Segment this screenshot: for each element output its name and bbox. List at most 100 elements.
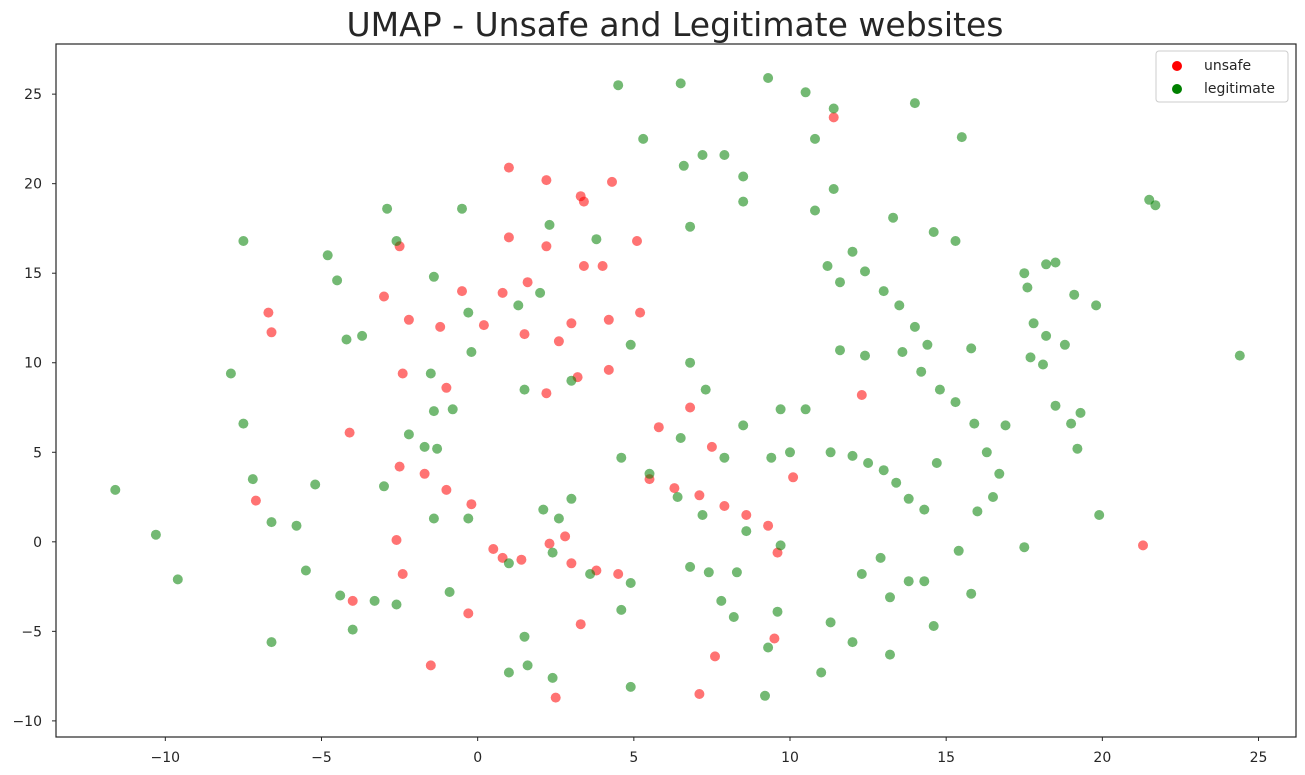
point-legitimate-19 bbox=[382, 203, 393, 214]
point-unsafe-41 bbox=[560, 531, 571, 542]
point-legitimate-53 bbox=[728, 612, 739, 622]
point-legitimate-6 bbox=[247, 474, 258, 485]
point-legitimate-72 bbox=[919, 576, 930, 587]
point-unsafe-50 bbox=[706, 441, 717, 452]
y-tick-label: −10 bbox=[12, 714, 42, 730]
point-unsafe-45 bbox=[694, 689, 705, 699]
point-legitimate-135 bbox=[738, 420, 749, 431]
y-tick-label: 0 bbox=[33, 535, 42, 551]
point-legitimate-64 bbox=[828, 184, 839, 194]
point-legitimate-87 bbox=[897, 347, 908, 357]
plot-area bbox=[56, 44, 1296, 737]
point-unsafe-29 bbox=[441, 484, 452, 495]
point-legitimate-126 bbox=[1094, 510, 1105, 520]
point-legitimate-90 bbox=[950, 397, 961, 408]
point-legitimate-7 bbox=[266, 517, 277, 528]
point-legitimate-119 bbox=[1091, 300, 1102, 311]
point-legitimate-127 bbox=[1019, 542, 1030, 553]
x-tick-label: 10 bbox=[781, 750, 799, 766]
point-unsafe-18 bbox=[603, 364, 614, 375]
legend: unsafe legitimate bbox=[1155, 50, 1289, 103]
point-legitimate-109 bbox=[953, 545, 964, 556]
legend-label-unsafe: unsafe bbox=[1204, 58, 1251, 74]
point-legitimate-61 bbox=[828, 103, 839, 114]
legend-marker-unsafe bbox=[1172, 61, 1182, 71]
point-legitimate-93 bbox=[994, 468, 1005, 479]
point-legitimate-105 bbox=[891, 477, 902, 488]
x-axis-ticks: −10 −5 0 5 10 15 20 25 bbox=[151, 737, 1268, 766]
point-legitimate-157 bbox=[447, 404, 458, 415]
point-unsafe-8 bbox=[519, 329, 530, 340]
x-tick-label: 15 bbox=[937, 750, 955, 766]
point-legitimate-3 bbox=[225, 368, 236, 379]
x-tick-label: −10 bbox=[151, 750, 181, 766]
point-legitimate-137 bbox=[644, 468, 655, 479]
point-unsafe-12 bbox=[635, 307, 646, 318]
legend-box bbox=[1155, 50, 1289, 103]
point-legitimate-12 bbox=[335, 590, 346, 601]
point-unsafe-65 bbox=[397, 569, 408, 579]
point-legitimate-37 bbox=[638, 133, 649, 144]
point-legitimate-122 bbox=[1050, 400, 1061, 411]
point-unsafe-39 bbox=[613, 569, 624, 579]
point-legitimate-124 bbox=[1075, 407, 1086, 418]
point-unsafe-62 bbox=[856, 390, 867, 400]
point-unsafe-52 bbox=[669, 483, 680, 494]
point-legitimate-43 bbox=[678, 160, 689, 171]
point-legitimate-140 bbox=[741, 526, 752, 537]
point-unsafe-13 bbox=[379, 291, 389, 302]
point-legitimate-80 bbox=[847, 246, 858, 257]
point-legitimate-115 bbox=[1028, 318, 1039, 329]
point-legitimate-46 bbox=[685, 221, 696, 232]
point-legitimate-21 bbox=[403, 429, 414, 440]
point-legitimate-65 bbox=[816, 667, 827, 678]
plot-frame bbox=[55, 43, 1297, 738]
point-unsafe-59 bbox=[578, 196, 589, 207]
point-unsafe-14 bbox=[403, 314, 414, 325]
point-legitimate-34 bbox=[544, 219, 555, 230]
point-unsafe-47 bbox=[710, 651, 720, 662]
point-legitimate-143 bbox=[616, 452, 627, 463]
series-legitimate bbox=[110, 73, 1245, 701]
point-legitimate-49 bbox=[685, 561, 696, 572]
point-legitimate-9 bbox=[291, 520, 302, 531]
point-legitimate-17 bbox=[332, 275, 343, 286]
point-legitimate-97 bbox=[966, 343, 977, 354]
point-legitimate-130 bbox=[1234, 350, 1245, 361]
point-legitimate-50 bbox=[703, 567, 714, 578]
point-unsafe-61 bbox=[1138, 540, 1148, 551]
point-legitimate-10 bbox=[310, 479, 321, 490]
point-legitimate-4 bbox=[238, 236, 249, 246]
point-legitimate-144 bbox=[503, 558, 514, 569]
point-legitimate-75 bbox=[909, 98, 920, 109]
point-legitimate-44 bbox=[697, 150, 708, 160]
point-legitimate-77 bbox=[928, 227, 939, 237]
x-tick-label: 25 bbox=[1250, 750, 1268, 766]
point-unsafe-6 bbox=[435, 321, 446, 332]
point-legitimate-121 bbox=[1038, 359, 1048, 370]
point-legitimate-23 bbox=[432, 443, 443, 454]
x-tick-label: 0 bbox=[473, 750, 482, 766]
point-legitimate-112 bbox=[1022, 282, 1033, 293]
point-legitimate-102 bbox=[847, 450, 858, 461]
point-legitimate-98 bbox=[1000, 420, 1011, 431]
point-unsafe-66 bbox=[347, 595, 358, 606]
point-legitimate-39 bbox=[616, 604, 627, 615]
point-legitimate-56 bbox=[760, 690, 770, 701]
point-legitimate-73 bbox=[928, 621, 939, 631]
point-legitimate-153 bbox=[566, 493, 577, 504]
point-legitimate-35 bbox=[591, 234, 602, 245]
point-legitimate-79 bbox=[888, 212, 899, 223]
point-legitimate-68 bbox=[856, 569, 867, 579]
point-unsafe-11 bbox=[603, 314, 614, 325]
point-legitimate-33 bbox=[547, 672, 558, 683]
point-legitimate-32 bbox=[522, 660, 533, 671]
point-legitimate-89 bbox=[934, 384, 945, 395]
point-legitimate-133 bbox=[775, 404, 786, 415]
point-unsafe-33 bbox=[425, 660, 436, 671]
point-legitimate-16 bbox=[322, 250, 333, 261]
point-legitimate-116 bbox=[1041, 330, 1052, 341]
point-legitimate-99 bbox=[835, 345, 845, 356]
point-unsafe-21 bbox=[541, 175, 552, 186]
point-legitimate-22 bbox=[419, 441, 430, 452]
